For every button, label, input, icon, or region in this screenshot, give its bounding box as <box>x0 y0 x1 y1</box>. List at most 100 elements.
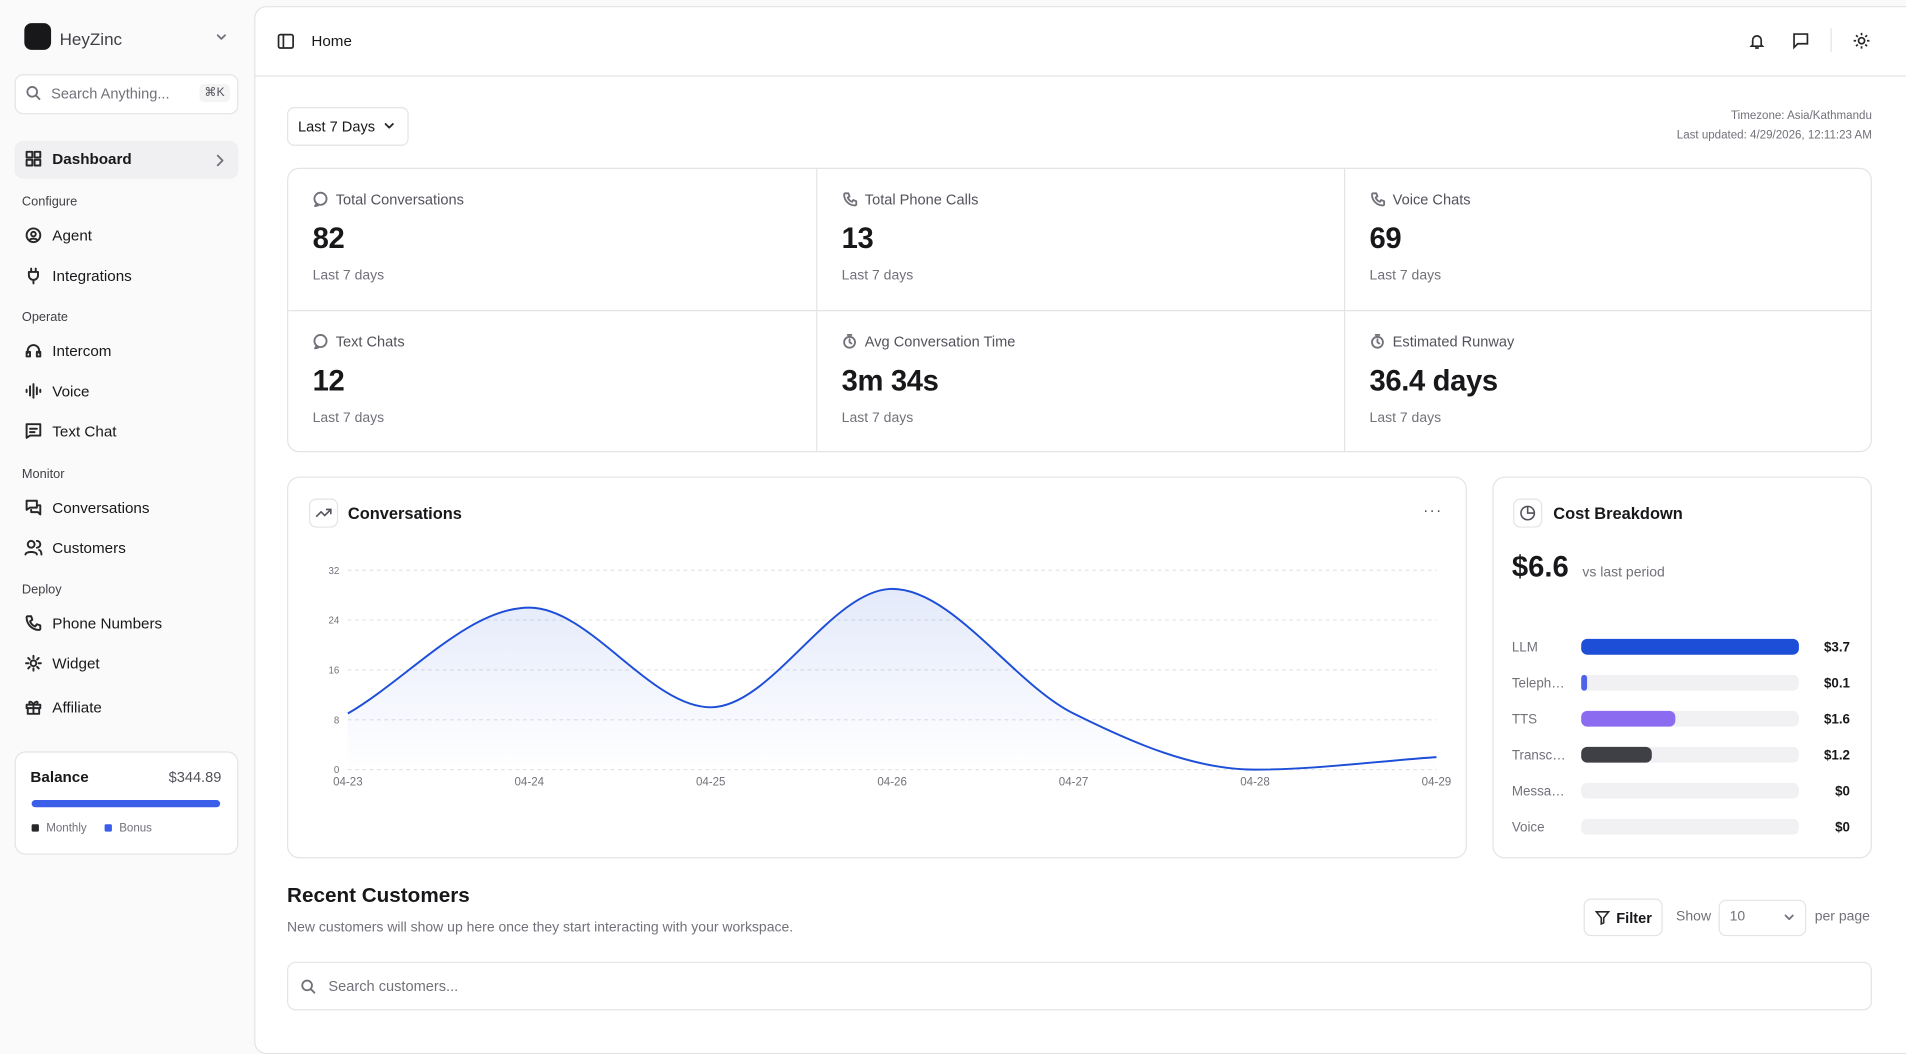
nav-item[interactable]: Phone Numbers <box>24 614 162 632</box>
chart-menu[interactable]: ··· <box>1423 500 1443 520</box>
brand-chevron <box>216 34 226 40</box>
per-page-value: 10 <box>1729 909 1746 925</box>
per-page-label: per page <box>1814 909 1870 925</box>
nav-label: Text Chat <box>52 422 117 440</box>
stat-icon <box>313 191 328 207</box>
cost-note: vs last period <box>1582 565 1665 580</box>
balance-label: Balance <box>30 768 89 786</box>
filter-button[interactable]: Filter <box>1583 898 1663 937</box>
stat-value: 12 <box>312 364 345 398</box>
app: HeyZinc Search Anything... ⌘K Dashboard … <box>14 6 1906 1054</box>
balance-amount: $344.89 <box>168 768 222 786</box>
stat-label-row: Total Conversations <box>313 191 792 208</box>
nav-group: Operate <box>21 310 69 325</box>
bar-track <box>1581 674 1799 691</box>
breadcrumb: Home <box>311 32 352 50</box>
stat-tile: Voice Chats 69 Last 7 days <box>1344 168 1872 311</box>
customer-search[interactable] <box>287 961 1872 1011</box>
bar <box>1581 710 1676 727</box>
theme-toggle[interactable] <box>1852 32 1870 50</box>
stats-card <box>287 167 1872 453</box>
stat-label-row: Voice Chats <box>1370 191 1848 208</box>
per-page-chevron <box>1784 914 1794 921</box>
nav-label: Phone Numbers <box>52 614 163 632</box>
y-tick-label: 24 <box>329 616 340 627</box>
stat-label: Avg Conversation Time <box>864 333 1016 351</box>
nav-item[interactable]: Voice <box>24 382 90 400</box>
category-label: LLM <box>1512 640 1538 655</box>
stat-tile: Avg Conversation Time 3m 34s Last 7 days <box>816 310 1345 452</box>
range-chevron <box>384 123 394 129</box>
nav-label: Widget <box>52 654 100 672</box>
nav-item[interactable]: Text Chat <box>24 422 117 440</box>
bar <box>1581 746 1652 763</box>
stat-period: Last 7 days <box>841 268 914 284</box>
nav-item[interactable]: Customers <box>24 539 126 557</box>
nav-item[interactable]: Dashboard <box>24 150 132 168</box>
nav-item[interactable]: Agent <box>24 226 92 244</box>
brand[interactable]: HeyZinc <box>59 29 123 49</box>
nav-label: Intercom <box>52 342 112 360</box>
stat-label-row: Text Chats <box>313 333 792 350</box>
value-label: $1.6 <box>1824 712 1850 727</box>
section-title: Recent Customers <box>287 883 470 907</box>
nav-item[interactable]: Widget <box>24 654 100 672</box>
search-icon <box>26 86 41 100</box>
x-tick-label: 04-23 <box>333 776 363 788</box>
value-label: $1.2 <box>1824 748 1850 763</box>
stat-icon <box>313 334 328 350</box>
section-subtitle: New customers will show up here once the… <box>287 920 794 935</box>
notifications[interactable] <box>1748 32 1766 50</box>
show-label: Show <box>1676 909 1712 925</box>
stat-label: Estimated Runway <box>1392 333 1515 351</box>
header-sep <box>1830 27 1832 53</box>
stat-value: 36.4 days <box>1369 364 1499 398</box>
range-label: Last 7 Days <box>297 117 376 135</box>
nav-label: Voice <box>52 382 90 400</box>
nav-label: Customers <box>52 539 126 557</box>
stat-value: 3m 34s <box>841 364 939 398</box>
stat-period: Last 7 days <box>1369 410 1442 426</box>
bar-track <box>1581 818 1799 835</box>
x-tick-label: 04-27 <box>1059 776 1089 788</box>
range-select[interactable] <box>287 106 409 146</box>
value-label: $0 <box>1835 820 1850 835</box>
category-label: Teleph… <box>1512 676 1565 691</box>
bar-chart: LLM $3.7 Teleph… $0.1 TTS $1.6 Transc… $1.2 Mess… <box>1512 638 1851 835</box>
y-tick-label: 16 <box>329 666 340 677</box>
nav-active-bg <box>14 141 239 179</box>
area <box>347 588 1437 770</box>
chart-icon <box>308 498 339 528</box>
stat-value: 82 <box>312 222 345 256</box>
chart-title: Conversations <box>347 504 462 523</box>
bar <box>1581 674 1588 691</box>
sidebar-toggle[interactable] <box>277 33 294 50</box>
nav-group: Monitor <box>21 466 65 482</box>
nav-item[interactable]: Conversations <box>24 498 149 516</box>
stat-value: 69 <box>1369 222 1402 256</box>
stat-period: Last 7 days <box>841 410 914 426</box>
legend-label: Monthly <box>46 821 87 836</box>
stat-icon <box>1371 192 1386 207</box>
category-label: TTS <box>1512 712 1537 727</box>
cost-icon <box>1513 498 1543 528</box>
page: {"sidebar":{"brand":"HeyZinc","search_pl… <box>14 6 1906 1054</box>
nav-item[interactable]: Integrations <box>24 266 132 285</box>
header-divider <box>255 75 1906 77</box>
messages[interactable] <box>1792 32 1810 50</box>
stat-label-row: Estimated Runway <box>1370 333 1848 350</box>
customer-search-placeholder: Search customers... <box>328 977 459 995</box>
nav-label: Agent <box>52 226 93 244</box>
nav-item[interactable]: Affiliate <box>24 698 102 716</box>
stat-icon <box>1371 334 1384 349</box>
category-label: Voice <box>1512 820 1545 835</box>
stat-value: 13 <box>841 222 874 256</box>
nav-item[interactable]: Intercom <box>24 342 111 360</box>
stat-label: Text Chats <box>335 333 405 351</box>
per-page-select[interactable] <box>1718 899 1807 937</box>
stat-tile: Total Conversations 82 Last 7 days <box>288 169 816 310</box>
cost-total: $6.6 <box>1511 550 1569 584</box>
bar-track <box>1581 782 1799 799</box>
search-placeholder: Search Anything... <box>51 85 170 103</box>
stat-period: Last 7 days <box>312 268 385 284</box>
